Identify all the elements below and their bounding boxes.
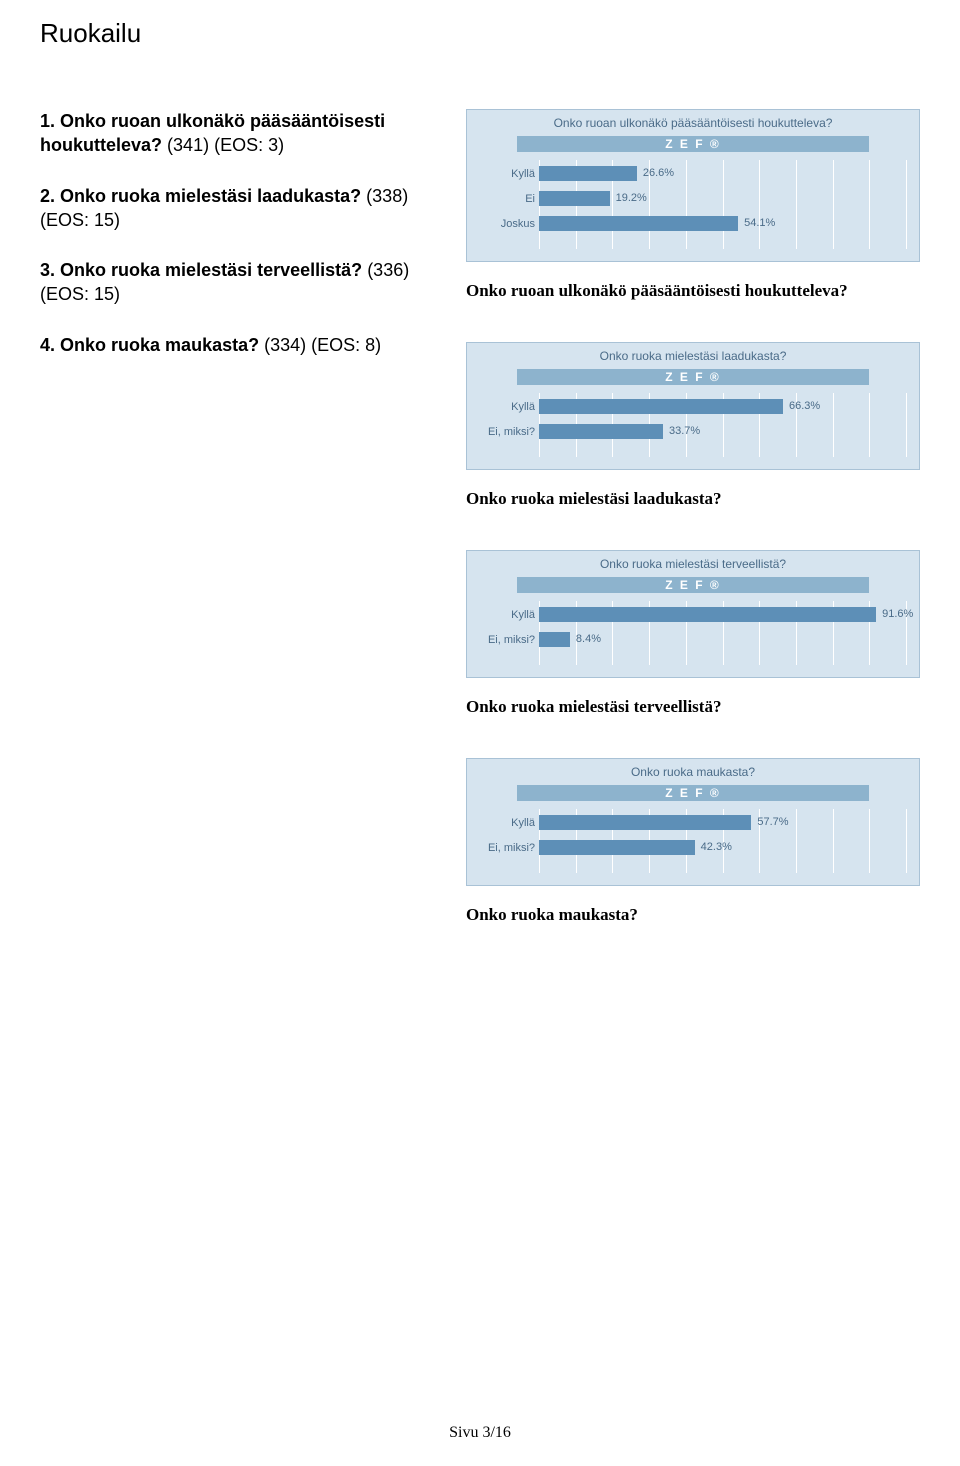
question-2: 2. Onko ruoka mielestäsi laadukasta? (33…: [40, 184, 430, 233]
row-percent: 57.7%: [757, 816, 788, 828]
question-number: 4.: [40, 335, 55, 355]
row-label: Ei, miksi?: [475, 842, 535, 854]
chart-row: Joskus18354.1%: [539, 216, 907, 231]
question-text: Onko ruoka maukasta?: [60, 335, 259, 355]
left-column: 1. Onko ruoan ulkonäkö pääsääntöisesti h…: [40, 109, 430, 966]
bar-chart: Onko ruoan ulkonäkö pääsääntöisesti houk…: [466, 109, 920, 262]
zef-banner: Z E F ®: [517, 785, 869, 801]
bar-wrap: 278.4%: [539, 632, 907, 647]
bar: [539, 399, 783, 414]
bar: [539, 191, 610, 206]
row-label: Kyllä: [475, 168, 535, 180]
chart-caption: Onko ruoka mielestäsi laadukasta?: [466, 488, 920, 510]
zef-banner: Z E F ®: [517, 369, 869, 385]
chart-title: Onko ruoka maukasta?: [467, 759, 919, 783]
chart-body: Kyllä29491.6%Ei, miksi?278.4%: [467, 601, 919, 677]
chart-body: Kyllä18857.7%Ei, miksi?13842.3%: [467, 809, 919, 885]
chart-row: Ei, miksi?13842.3%: [539, 840, 907, 855]
page-footer: Sivu 3/16: [0, 1424, 960, 1442]
question-number: 1.: [40, 111, 55, 131]
question-meta: (341) (EOS: 3): [167, 135, 284, 155]
question-4: 4. Onko ruoka maukasta? (334) (EOS: 8): [40, 333, 430, 357]
bar-chart: Onko ruoka mielestäsi terveellistä? Z E F…: [466, 550, 920, 678]
row-percent: 66.3%: [789, 400, 820, 412]
question-number: 3.: [40, 260, 55, 280]
bar-chart: Onko ruoka maukasta?Z E F ®Kyllä18857.7%…: [466, 758, 920, 886]
bar-wrap: 13842.3%: [539, 840, 907, 855]
chart-row: Ei6519.2%: [539, 191, 907, 206]
chart-caption: Onko ruoka maukasta?: [466, 904, 920, 926]
row-label: Kyllä: [475, 817, 535, 829]
bar-wrap: 6519.2%: [539, 191, 907, 206]
row-label: Ei, miksi?: [475, 426, 535, 438]
chart-body: Kyllä9026.6%Ei6519.2%Joskus18354.1%: [467, 160, 919, 261]
row-percent: 33.7%: [669, 425, 700, 437]
bar: [539, 216, 738, 231]
section-title: Ruokailu: [40, 18, 920, 49]
chart-row: Kyllä29491.6%: [539, 607, 907, 622]
bar: [539, 607, 876, 622]
bar: [539, 632, 570, 647]
row-label: Kyllä: [475, 609, 535, 621]
chart-row: Kyllä9026.6%: [539, 166, 907, 181]
columns: 1. Onko ruoan ulkonäkö pääsääntöisesti h…: [40, 109, 920, 966]
row-label: Joskus: [475, 218, 535, 230]
chart-row: Kyllä18857.7%: [539, 815, 907, 830]
question-meta: (334) (EOS: 8): [264, 335, 381, 355]
page: Ruokailu 1. Onko ruoan ulkonäkö pääsäänt…: [0, 0, 960, 1466]
bar: [539, 166, 637, 181]
chart-caption: Onko ruoan ulkonäkö pääsääntöisesti houk…: [466, 280, 920, 302]
bar-wrap: 18354.1%: [539, 216, 907, 231]
bar-chart: Onko ruoka mielestäsi laadukasta? Z E F ®…: [466, 342, 920, 470]
right-column: Onko ruoan ulkonäkö pääsääntöisesti houk…: [466, 109, 920, 966]
bar: [539, 840, 695, 855]
bar-wrap: 18857.7%: [539, 815, 907, 830]
zef-banner: Z E F ®: [517, 136, 869, 152]
row-percent: 54.1%: [744, 217, 775, 229]
row-percent: 42.3%: [701, 841, 732, 853]
question-3: 3. Onko ruoka mielestäsi terveellistä? (…: [40, 258, 430, 307]
chart-row: Kyllä21466.3%: [539, 399, 907, 414]
row-percent: 26.6%: [643, 167, 674, 179]
zef-banner: Z E F ®: [517, 577, 869, 593]
bar: [539, 815, 751, 830]
bar-wrap: 21466.3%: [539, 399, 907, 414]
chart-body: Kyllä21466.3%Ei, miksi?10933.7%: [467, 393, 919, 469]
chart-row: Ei, miksi?10933.7%: [539, 424, 907, 439]
chart-caption: Onko ruoka mielestäsi terveellistä?: [466, 696, 920, 718]
chart-row: Ei, miksi?278.4%: [539, 632, 907, 647]
row-percent: 19.2%: [616, 192, 647, 204]
row-label: Kyllä: [475, 401, 535, 413]
bar-wrap: 10933.7%: [539, 424, 907, 439]
row-percent: 8.4%: [576, 633, 601, 645]
question-1: 1. Onko ruoan ulkonäkö pääsääntöisesti h…: [40, 109, 430, 158]
bar: [539, 424, 663, 439]
question-number: 2.: [40, 186, 55, 206]
chart-title: Onko ruoka mielestäsi terveellistä?: [467, 551, 919, 575]
chart-title: Onko ruoka mielestäsi laadukasta?: [467, 343, 919, 367]
question-text: Onko ruoka mielestäsi terveellistä?: [60, 260, 362, 280]
row-percent: 91.6%: [882, 608, 913, 620]
chart-title: Onko ruoan ulkonäkö pääsääntöisesti houk…: [467, 110, 919, 134]
row-label: Ei, miksi?: [475, 634, 535, 646]
bar-wrap: 9026.6%: [539, 166, 907, 181]
row-label: Ei: [475, 193, 535, 205]
question-text: Onko ruoka mielestäsi laadukasta?: [60, 186, 361, 206]
bar-wrap: 29491.6%: [539, 607, 907, 622]
